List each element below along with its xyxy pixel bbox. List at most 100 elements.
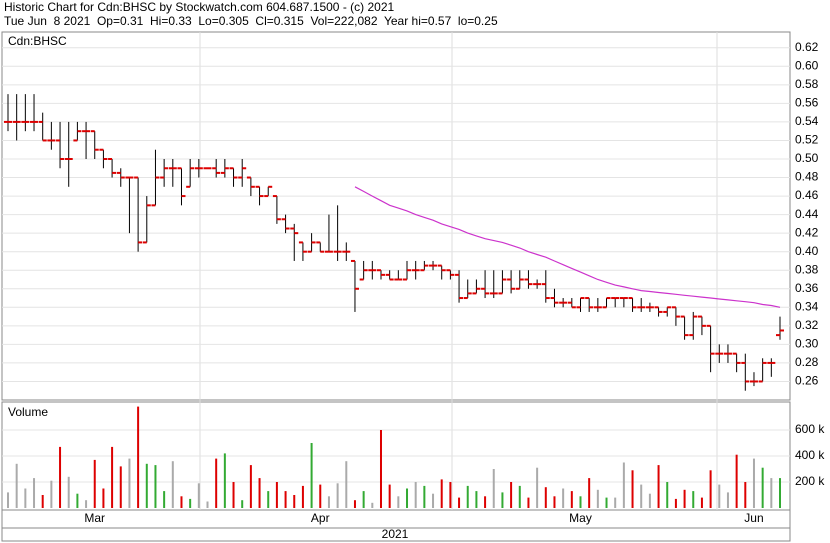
volume-bar bbox=[779, 478, 781, 508]
symbol-label: Cdn:BHSC bbox=[8, 34, 67, 48]
price-panel bbox=[1, 31, 791, 401]
volume-bar bbox=[466, 485, 469, 508]
volume-bar bbox=[666, 482, 669, 508]
volume-bar bbox=[362, 491, 365, 508]
volume-bar bbox=[24, 488, 27, 508]
volume-bar bbox=[484, 496, 487, 508]
volume-bar bbox=[345, 461, 348, 508]
volume-bar bbox=[683, 489, 686, 508]
volume-bar bbox=[518, 485, 521, 508]
y-tick-label: 0.38 bbox=[795, 262, 819, 276]
y-tick-label: 0.60 bbox=[795, 58, 819, 72]
y-tick-label: 0.46 bbox=[795, 188, 819, 202]
header-line2: Tue Jun 8 2021 Op=0.31 Hi=0.33 Lo=0.305 … bbox=[4, 14, 498, 28]
volume-bar bbox=[414, 482, 417, 508]
volume-bar bbox=[223, 453, 226, 508]
y-tick-label: 0.52 bbox=[795, 133, 819, 147]
y-tick-label: 0.54 bbox=[795, 114, 819, 128]
volume-bar bbox=[709, 470, 712, 508]
volume-bar bbox=[180, 496, 183, 508]
volume-bar bbox=[614, 497, 617, 508]
y-tick-label: 0.58 bbox=[795, 77, 819, 91]
volume-bar bbox=[640, 484, 643, 508]
volume-bar bbox=[102, 488, 105, 508]
volume-bar bbox=[206, 501, 209, 508]
volume-bar bbox=[76, 493, 79, 508]
volume-bar bbox=[570, 491, 573, 508]
volume-bar bbox=[510, 482, 513, 508]
volume-bar bbox=[596, 489, 599, 508]
volume-bar bbox=[137, 406, 140, 508]
year-row bbox=[1, 527, 791, 542]
volume-bar bbox=[536, 467, 539, 508]
volume-bar bbox=[588, 478, 591, 508]
volume-bar bbox=[752, 458, 755, 508]
y-tick-label: 0.42 bbox=[795, 225, 819, 239]
volume-bar bbox=[379, 430, 382, 508]
volume-bar bbox=[770, 478, 773, 508]
volume-bar bbox=[41, 495, 44, 508]
y-tick-label: 0.30 bbox=[795, 337, 819, 351]
volume-bar bbox=[197, 483, 200, 508]
volume-bar bbox=[319, 484, 322, 508]
volume-bar bbox=[293, 495, 296, 508]
volume-bar bbox=[215, 458, 218, 508]
volume-bar bbox=[310, 443, 313, 508]
volume-bar bbox=[301, 485, 304, 508]
volume-bar bbox=[85, 500, 88, 508]
volume-bar bbox=[700, 497, 703, 508]
volume-bar bbox=[692, 491, 695, 508]
volume-bar bbox=[527, 497, 530, 508]
volume-bar bbox=[145, 463, 148, 508]
volume-bar bbox=[59, 446, 62, 508]
volume-bar bbox=[657, 465, 660, 508]
volume-bar bbox=[93, 459, 96, 508]
volume-bar bbox=[440, 479, 443, 508]
x-tick-label: May bbox=[569, 511, 592, 525]
volume-bar bbox=[275, 482, 278, 508]
y-tick-label: 0.26 bbox=[795, 374, 819, 388]
volume-bar bbox=[579, 496, 582, 508]
volume-bar bbox=[15, 463, 18, 508]
volume-bar bbox=[553, 496, 556, 508]
volume-bar bbox=[163, 491, 166, 508]
y-tick-label: 0.28 bbox=[795, 355, 819, 369]
y-tick-label: 0.40 bbox=[795, 244, 819, 258]
volume-bar bbox=[249, 465, 252, 508]
volume-bar bbox=[128, 458, 131, 508]
volume-bar bbox=[284, 491, 287, 508]
volume-bar bbox=[397, 496, 400, 508]
volume-bar bbox=[605, 497, 608, 508]
volume-bar bbox=[492, 469, 495, 508]
y-tick-label: 0.62 bbox=[795, 40, 819, 54]
volume-bar bbox=[432, 493, 435, 508]
volume-bar bbox=[718, 484, 721, 508]
volume-bar bbox=[336, 483, 339, 508]
volume-bar bbox=[241, 500, 244, 508]
volume-bar bbox=[353, 500, 356, 508]
y2-tick-label: 600 k bbox=[795, 422, 825, 436]
y-tick-label: 0.32 bbox=[795, 318, 819, 332]
volume-bar bbox=[232, 482, 235, 508]
volume-bar bbox=[544, 487, 547, 508]
y-tick-label: 0.48 bbox=[795, 170, 819, 184]
x-tick-label: Mar bbox=[84, 511, 105, 525]
x-tick-label: Jun bbox=[744, 511, 763, 525]
volume-label: Volume bbox=[8, 405, 48, 419]
x-tick-label: Apr bbox=[311, 511, 330, 525]
volume-bar bbox=[631, 470, 634, 508]
y-tick-label: 0.44 bbox=[795, 207, 819, 221]
volume-bar bbox=[371, 502, 374, 508]
volume-bar bbox=[501, 492, 504, 508]
volume-bar bbox=[562, 488, 565, 508]
volume-bar bbox=[423, 485, 426, 508]
moving-average bbox=[354, 186, 781, 308]
volume-bar bbox=[267, 491, 270, 508]
volume-bar bbox=[735, 454, 738, 508]
volume-bar bbox=[726, 492, 729, 508]
volume-bar bbox=[475, 491, 478, 508]
year-label: 2021 bbox=[382, 527, 409, 541]
volume-bar bbox=[67, 476, 70, 508]
